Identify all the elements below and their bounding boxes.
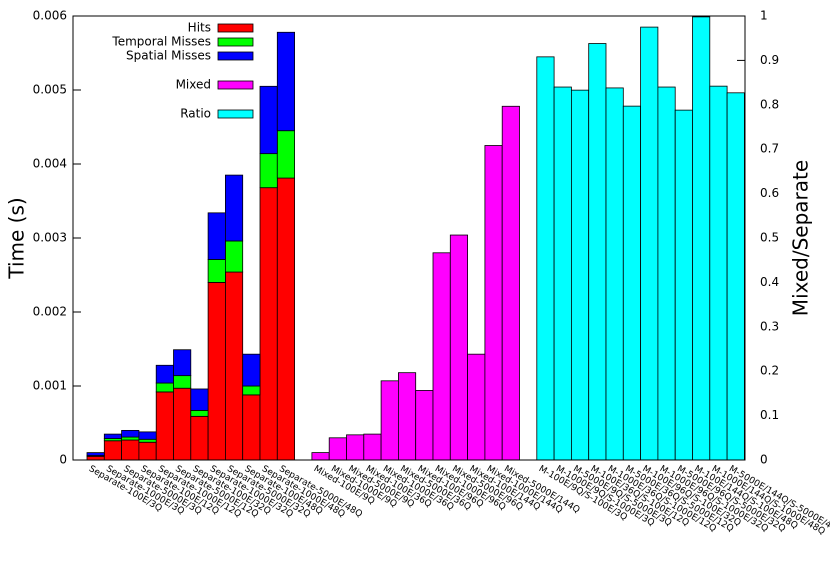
plot-frame xyxy=(72,15,746,461)
bar xyxy=(207,212,226,260)
bar xyxy=(155,364,174,384)
bar xyxy=(605,87,624,461)
y2-tick-label: 0.1 xyxy=(760,408,779,422)
bar xyxy=(121,436,140,441)
bar xyxy=(692,16,711,461)
bar xyxy=(640,26,659,461)
bar xyxy=(224,271,244,461)
legend-swatch xyxy=(217,51,254,61)
bar xyxy=(224,174,244,242)
y-tick-label: 0.002 xyxy=(33,305,67,319)
bar xyxy=(207,259,226,283)
legend-swatch xyxy=(217,23,254,33)
bar xyxy=(86,452,105,456)
y2-tick-label: 0.2 xyxy=(760,364,779,378)
bar xyxy=(207,281,226,461)
bar xyxy=(501,105,520,461)
bar xyxy=(173,375,192,389)
bar xyxy=(190,388,209,411)
bar xyxy=(242,394,261,461)
y2-tick-label: 0.4 xyxy=(760,275,779,289)
y-tick-label: 0 xyxy=(59,453,67,467)
y2-tick-label: 0.3 xyxy=(760,319,779,333)
bar xyxy=(155,382,174,393)
y2-tick-label: 0.8 xyxy=(760,97,779,111)
y2-tick-label: 0.6 xyxy=(760,186,779,200)
bar xyxy=(553,86,572,461)
y2-tick-label: 0.5 xyxy=(760,231,779,245)
bar xyxy=(484,145,503,461)
bar xyxy=(190,415,209,461)
bar xyxy=(536,56,555,461)
legend-swatch xyxy=(217,37,254,47)
bar xyxy=(346,434,365,461)
bar xyxy=(363,433,382,461)
bar xyxy=(121,429,140,438)
bar xyxy=(449,234,468,461)
bar xyxy=(311,452,330,461)
bar xyxy=(138,441,157,461)
bar xyxy=(173,349,192,377)
y-tick-label: 0.001 xyxy=(33,379,67,393)
bar xyxy=(242,385,261,396)
bar xyxy=(571,89,590,461)
legend-swatch xyxy=(217,80,254,90)
legend-label: Ratio xyxy=(180,107,211,121)
bar xyxy=(588,43,607,461)
y2-tick-label: 0.7 xyxy=(760,142,779,156)
bar xyxy=(121,439,140,461)
bar xyxy=(259,153,278,189)
y-tick-label: 0.004 xyxy=(33,157,67,171)
bar xyxy=(224,240,244,273)
legend-swatch xyxy=(217,109,254,119)
bar xyxy=(380,380,399,461)
bar xyxy=(190,410,209,417)
bar xyxy=(726,92,745,461)
bar xyxy=(276,31,295,132)
y2-tick-label: 0.9 xyxy=(760,53,779,67)
y-tick-label: 0.003 xyxy=(33,231,67,245)
y2-tick-label: 1 xyxy=(760,9,768,23)
bar xyxy=(709,85,728,461)
bar xyxy=(86,455,105,461)
bar xyxy=(155,391,174,461)
y2-axis-title: Mixed/Separate xyxy=(789,160,813,316)
bar xyxy=(328,437,347,461)
bar xyxy=(657,86,676,461)
bar xyxy=(622,105,641,461)
legend-label: Mixed xyxy=(176,78,211,92)
bar xyxy=(276,130,295,179)
bar xyxy=(674,109,693,461)
bar xyxy=(103,440,123,461)
y2-tick-label: 0 xyxy=(760,453,768,467)
legend-label: Temporal Misses xyxy=(111,35,211,49)
bar xyxy=(242,353,261,387)
bar xyxy=(415,390,434,461)
bar xyxy=(103,433,123,439)
y-tick-label: 0.006 xyxy=(33,9,67,23)
bar xyxy=(467,353,486,461)
bar xyxy=(397,372,417,461)
bar xyxy=(259,85,278,155)
y-tick-label: 0.005 xyxy=(33,83,67,97)
bar xyxy=(173,387,192,461)
legend-label: Hits xyxy=(188,21,211,35)
legend-label: Spatial Misses xyxy=(126,49,211,63)
bar xyxy=(138,431,157,440)
y-axis-title: Time (s) xyxy=(5,197,29,279)
bar xyxy=(138,438,157,443)
bar xyxy=(276,177,295,461)
bar xyxy=(432,252,451,461)
bar xyxy=(259,187,278,461)
